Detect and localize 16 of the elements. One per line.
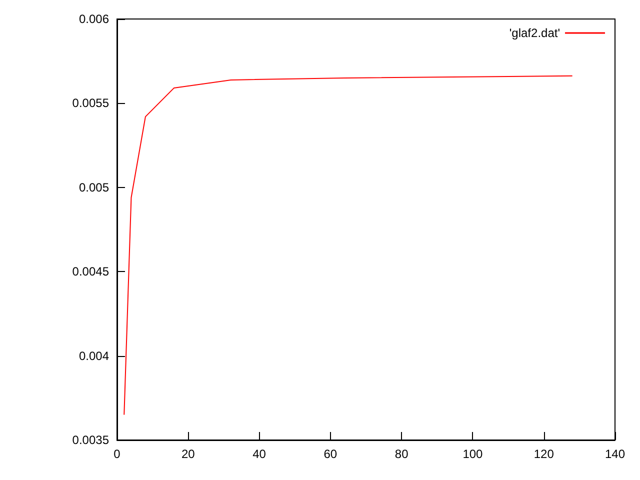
x-tick-label: 100 bbox=[462, 447, 484, 461]
x-tick-label: 0 bbox=[114, 447, 121, 461]
x-tick-label: 120 bbox=[534, 447, 554, 461]
x-tick-label: 60 bbox=[324, 447, 338, 461]
y-tick-label: 0.005 bbox=[78, 180, 110, 194]
y-tick-label: 0.0035 bbox=[72, 433, 110, 447]
x-tick-label: 20 bbox=[181, 447, 196, 461]
x-tick-label: 80 bbox=[394, 447, 409, 461]
y-tick-label: 0.0045 bbox=[72, 264, 110, 279]
line-series bbox=[124, 75, 573, 416]
y-tick-label: 0.006 bbox=[78, 12, 110, 26]
y-tick-label: 0.004 bbox=[78, 348, 110, 363]
y-tick-label: 0.0055 bbox=[72, 96, 110, 110]
x-tick-label: 140 bbox=[604, 447, 626, 461]
x-tick-label: 40 bbox=[252, 447, 266, 461]
legend-label: 'glaf2.dat' bbox=[509, 26, 560, 40]
